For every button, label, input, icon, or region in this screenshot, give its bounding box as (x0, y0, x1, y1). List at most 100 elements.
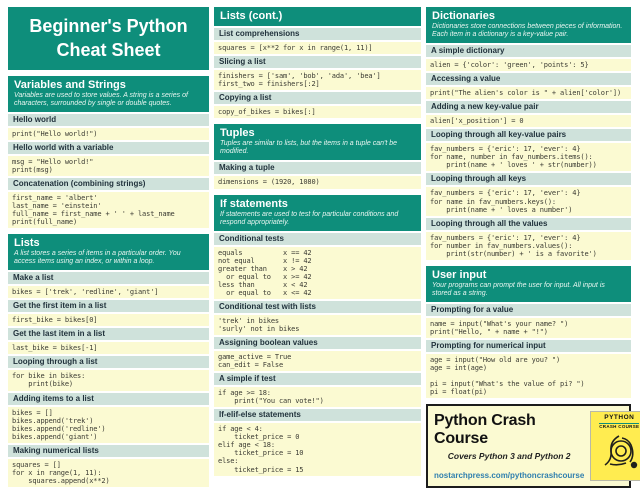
cheat-item: Looping through all the values fav_numbe… (426, 217, 631, 260)
item-label: Make a list (8, 272, 209, 285)
item-label: Hello world (8, 113, 209, 126)
cheat-item: Concatenation (combining strings) first_… (8, 177, 209, 229)
code-block: if age >= 18: print("You can vote!") (214, 387, 421, 408)
book-promo-box: Python Crash Course Covers Python 3 and … (426, 404, 640, 488)
code-block: copy_of_bikes = bikes[:] (214, 106, 421, 119)
cheat-item: Adding a new key-value pair alien['x_pos… (426, 101, 631, 128)
section-body: Conditional tests equals x == 42 not equ… (214, 232, 421, 476)
code-block: 'trek' in bikes 'surly' not in bikes (214, 314, 421, 336)
code-block: fav_numbers = {'eric': 17, 'ever': 4} fo… (426, 143, 631, 172)
section-description: Tuples are similar to lists, but the ite… (220, 140, 398, 156)
page-title-line-2: Cheat Sheet (56, 40, 161, 61)
section-header: User input Your programs can prompt the … (426, 265, 631, 302)
section-title: Variables and Strings (14, 78, 126, 91)
cheat-item: Making a tuple dimensions = (1920, 1080) (214, 162, 421, 189)
item-label: A simple dictionary (426, 45, 631, 58)
cheat-item: Looping through all key-value pairs fav_… (426, 129, 631, 172)
code-block: last_bike = bikes[-1] (8, 342, 209, 355)
section-header: Lists (cont.) (214, 7, 421, 27)
code-block: first_name = 'albert' last_name = 'einst… (8, 191, 209, 229)
cheat-item: Prompting for a value name = input("What… (426, 303, 631, 339)
section-header: Tuples Tuples are similar to lists, but … (214, 124, 421, 161)
section-header: Dictionaries Dictionaries store connecti… (426, 7, 631, 44)
section: Tuples Tuples are similar to lists, but … (214, 124, 421, 189)
column-middle: Lists (cont.) List comprehensions square… (214, 7, 421, 488)
column-right: Dictionaries Dictionaries store connecti… (426, 7, 640, 488)
cheat-item: Making numerical lists squares = [] for … (8, 444, 209, 487)
item-label: Get the last item in a list (8, 328, 209, 341)
book-cover-title: PYTHON (604, 414, 635, 422)
code-block: fav_numbers = {'eric': 17, 'ever': 4} fo… (426, 231, 631, 260)
item-label: If-elif-else statements (214, 409, 421, 422)
item-label: List comprehensions (214, 28, 421, 41)
column-left: Beginner's Python Cheat Sheet Variables … (8, 7, 209, 488)
item-label: Hello world with a variable (8, 141, 209, 154)
cheat-item: Slicing a list finishers = ['sam', 'bob'… (214, 56, 421, 91)
book-subtitle: Covers Python 3 and Python 2 (447, 451, 571, 462)
item-label: Making a tuple (214, 162, 421, 175)
code-block: for bike in bikes: print(bike) (8, 370, 209, 391)
section-body: A simple dictionary alien = {'color': 'g… (426, 45, 631, 260)
section: Variables and Strings Variables are used… (8, 75, 209, 229)
cheat-item: Get the last item in a list last_bike = … (8, 328, 209, 355)
book-link[interactable]: nostarchpress.com/pythoncrashcourse (434, 471, 585, 481)
section: Lists A list stores a series of items in… (8, 234, 209, 487)
section-title: Lists (14, 237, 40, 250)
middle-sections: Lists (cont.) List comprehensions square… (214, 7, 421, 476)
item-label: Looping through all the values (426, 217, 631, 230)
section-body: Prompting for a value name = input("What… (426, 303, 631, 399)
item-label: Making numerical lists (8, 444, 209, 457)
section-description: If statements are used to test for parti… (220, 210, 399, 226)
book-cover-subtitle: CRASH COURSE (599, 422, 640, 429)
section-body: Making a tuple dimensions = (1920, 1080) (214, 162, 421, 189)
cheat-item: Copying a list copy_of_bikes = bikes[:] (214, 92, 421, 119)
section-body: Make a list bikes = ['trek', 'redline', … (8, 272, 209, 487)
code-block: print("Hello world!") (8, 127, 209, 140)
section: User input Your programs can prompt the … (426, 265, 631, 399)
code-block: bikes = ['trek', 'redline', 'giant'] (8, 286, 209, 299)
section: If statements If statements are used to … (214, 194, 421, 476)
item-label: Conditional tests (214, 232, 421, 245)
cheat-item: Conditional test with lists 'trek' in bi… (214, 300, 421, 336)
code-block: first_bike = bikes[0] (8, 314, 209, 327)
item-label: Assigning boolean values (214, 337, 421, 350)
book-promo-text: Python Crash Course Covers Python 3 and … (434, 411, 584, 481)
book-title: Python Crash Course (434, 412, 536, 447)
page-title: Beginner's Python Cheat Sheet (8, 7, 209, 70)
code-block: game_active = True can_edit = False (214, 351, 421, 372)
code-block: dimensions = (1920, 1080) (214, 176, 421, 189)
cheat-item: Assigning boolean values game_active = T… (214, 337, 421, 372)
cheat-item: Hello world print("Hello world!") (8, 113, 209, 140)
code-block: squares = [] for x in range(1, 11): squa… (8, 458, 209, 487)
cheat-item: Accessing a value print("The alien's col… (426, 73, 631, 100)
cheat-item: A simple if test if age >= 18: print("Yo… (214, 373, 421, 408)
code-block: print("The alien's color is " + alien['c… (426, 87, 631, 100)
section-title: Tuples (220, 127, 255, 140)
cheat-item: Looping through all keys fav_numbers = {… (426, 173, 631, 216)
book-cover-dragon-icon (598, 431, 640, 476)
page-title-line-1: Beginner's Python (29, 16, 188, 36)
section-header: Lists A list stores a series of items in… (8, 234, 209, 271)
code-block: alien['x_position'] = 0 (426, 115, 631, 128)
code-block: squares = [x**2 for x in range(1, 11)] (214, 42, 421, 55)
cheat-item: Conditional tests equals x == 42 not equ… (214, 232, 421, 299)
item-label: Copying a list (214, 92, 421, 105)
item-label: Adding items to a list (8, 392, 209, 405)
code-block: msg = "Hello world!" print(msg) (8, 155, 209, 176)
item-label: Concatenation (combining strings) (8, 177, 209, 190)
item-label: Looping through all key-value pairs (426, 129, 631, 142)
section-description: A list stores a series of items in a par… (14, 250, 181, 266)
cheat-item: Make a list bikes = ['trek', 'redline', … (8, 272, 209, 299)
section-description: Your programs can prompt the user for in… (432, 281, 605, 297)
section: Dictionaries Dictionaries store connecti… (426, 7, 631, 260)
cheat-item: Looping through a list for bike in bikes… (8, 356, 209, 391)
code-block: fav_numbers = {'eric': 17, 'ever': 4} fo… (426, 187, 631, 216)
cheat-item: Hello world with a variable msg = "Hello… (8, 141, 209, 176)
code-block: bikes = [] bikes.append('trek') bikes.ap… (8, 406, 209, 443)
item-label: Prompting for numerical input (426, 340, 631, 353)
section-header: Variables and Strings Variables are used… (8, 75, 209, 112)
section-body: Hello world print("Hello world!") Hello … (8, 113, 209, 229)
code-block: alien = {'color': 'green', 'points': 5} (426, 59, 631, 72)
section-title: If statements (220, 197, 288, 210)
cheat-item: If-elif-else statements if age < 4: tick… (214, 409, 421, 476)
